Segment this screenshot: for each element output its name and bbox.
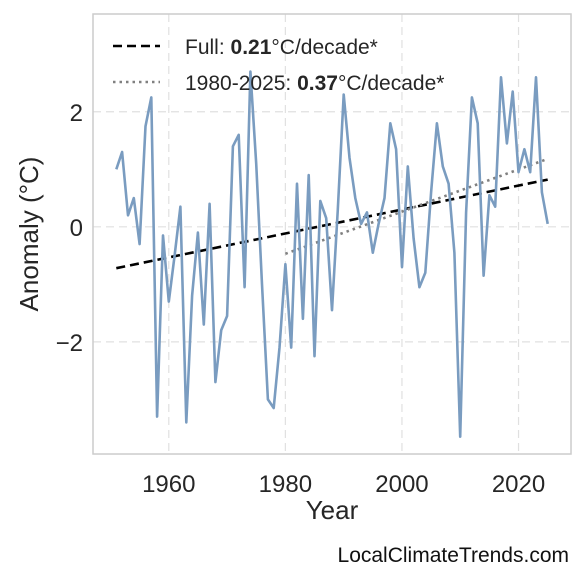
legend-label-full: Full: 0.21°C/decade* xyxy=(185,36,378,59)
y-tick-label: −2 xyxy=(56,330,83,357)
x-axis-label: Year xyxy=(306,495,359,525)
y-axis-label: Anomaly (°C) xyxy=(14,157,44,312)
x-tick-label: 2020 xyxy=(492,471,545,498)
y-tick-label: 2 xyxy=(70,100,83,127)
x-tick-label: 1980 xyxy=(259,471,312,498)
legend-label-1980-2025: 1980-2025: 0.37°C/decade* xyxy=(185,72,444,95)
y-tick-label: 0 xyxy=(70,215,83,242)
grid xyxy=(93,14,571,454)
series-layer xyxy=(115,70,549,439)
ticks: 1960 1980 2000 2020 −2 0 2 xyxy=(56,100,546,498)
plot-frame xyxy=(92,13,572,455)
x-tick-label: 2000 xyxy=(375,471,428,498)
credit-text: LocalClimateTrends.com xyxy=(337,544,569,567)
legend: Full: 0.21°C/decade* 1980-2025: 0.37°C/d… xyxy=(113,36,444,95)
trend-line-1980-2025 xyxy=(284,157,549,256)
x-tick-label: 1960 xyxy=(142,471,195,498)
series-line-anomaly xyxy=(115,70,549,439)
trend-line-full xyxy=(116,178,548,270)
